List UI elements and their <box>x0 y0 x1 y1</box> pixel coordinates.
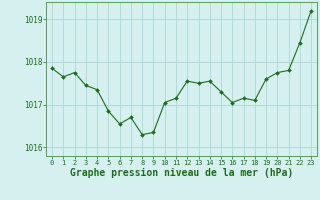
X-axis label: Graphe pression niveau de la mer (hPa): Graphe pression niveau de la mer (hPa) <box>70 168 293 178</box>
